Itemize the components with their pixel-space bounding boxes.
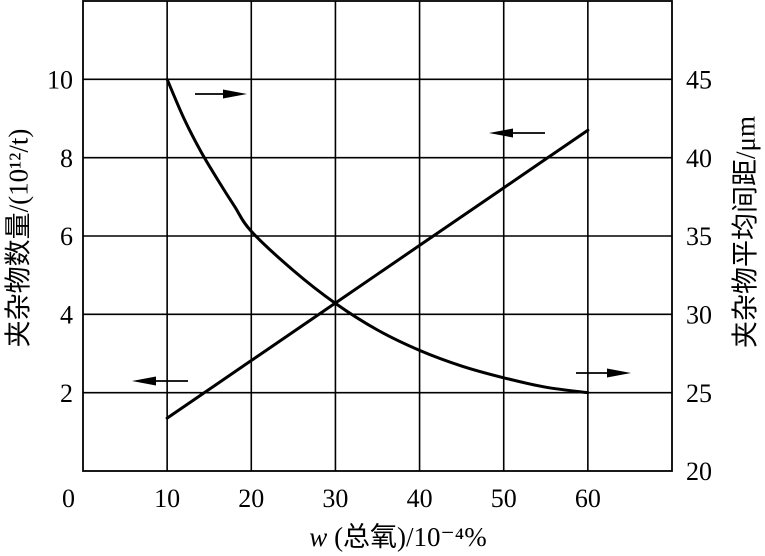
arrow-head xyxy=(607,368,631,378)
x-tick-labels: 0 10 20 30 40 50 60 xyxy=(62,484,601,513)
y-tick-label-right: 35 xyxy=(686,222,712,251)
left-arrow-icon xyxy=(132,376,188,386)
y-tick-labels-right: 20 25 30 35 40 45 xyxy=(686,65,712,486)
x-axis-label: w (总氧)/10⁻⁴% xyxy=(309,522,486,552)
x-tick-label: 50 xyxy=(491,484,517,513)
right-arrow-icon xyxy=(576,368,631,378)
arrow-head xyxy=(489,128,513,138)
arrow-head xyxy=(223,89,247,99)
x-tick-label: 40 xyxy=(407,484,433,513)
x-tick-label: 30 xyxy=(322,484,348,513)
x-axis-variable: w xyxy=(309,522,327,552)
left-arrow-icon xyxy=(489,128,545,138)
series-layer xyxy=(165,77,590,420)
plot-frame xyxy=(82,0,673,472)
y-axis-label-left: 夹杂物数量/(10¹²/t) xyxy=(3,129,33,348)
y-tick-label-left: 6 xyxy=(60,222,73,251)
x-axis-unit: (总氧)/10⁻⁴% xyxy=(327,522,486,552)
x-tick-label: 10 xyxy=(154,484,180,513)
y-tick-label-right: 20 xyxy=(686,457,712,486)
right-axis-series-line xyxy=(165,77,590,395)
x-tick-label: 60 xyxy=(575,484,601,513)
y-tick-label-right: 30 xyxy=(686,300,712,329)
axis-indicator-arrows xyxy=(132,89,631,386)
y-tick-label-left: 8 xyxy=(60,144,73,173)
grid xyxy=(83,1,672,471)
y-tick-label-left: 10 xyxy=(47,65,73,94)
x-tick-label: 0 xyxy=(62,484,75,513)
x-tick-label: 20 xyxy=(238,484,264,513)
y-tick-label-left: 4 xyxy=(60,300,73,329)
y-tick-label-right: 25 xyxy=(686,379,712,408)
y-axis-label-right: 夹杂物平均间距/μm xyxy=(730,116,760,348)
arrow-head xyxy=(132,376,156,386)
y-tick-labels-left: 2 4 6 8 10 xyxy=(47,65,73,407)
y-tick-label-right: 40 xyxy=(686,144,712,173)
right-arrow-icon xyxy=(195,89,247,99)
y-tick-label-right: 45 xyxy=(686,65,712,94)
left-axis-series-line xyxy=(165,128,590,420)
y-tick-label-left: 2 xyxy=(60,379,73,408)
